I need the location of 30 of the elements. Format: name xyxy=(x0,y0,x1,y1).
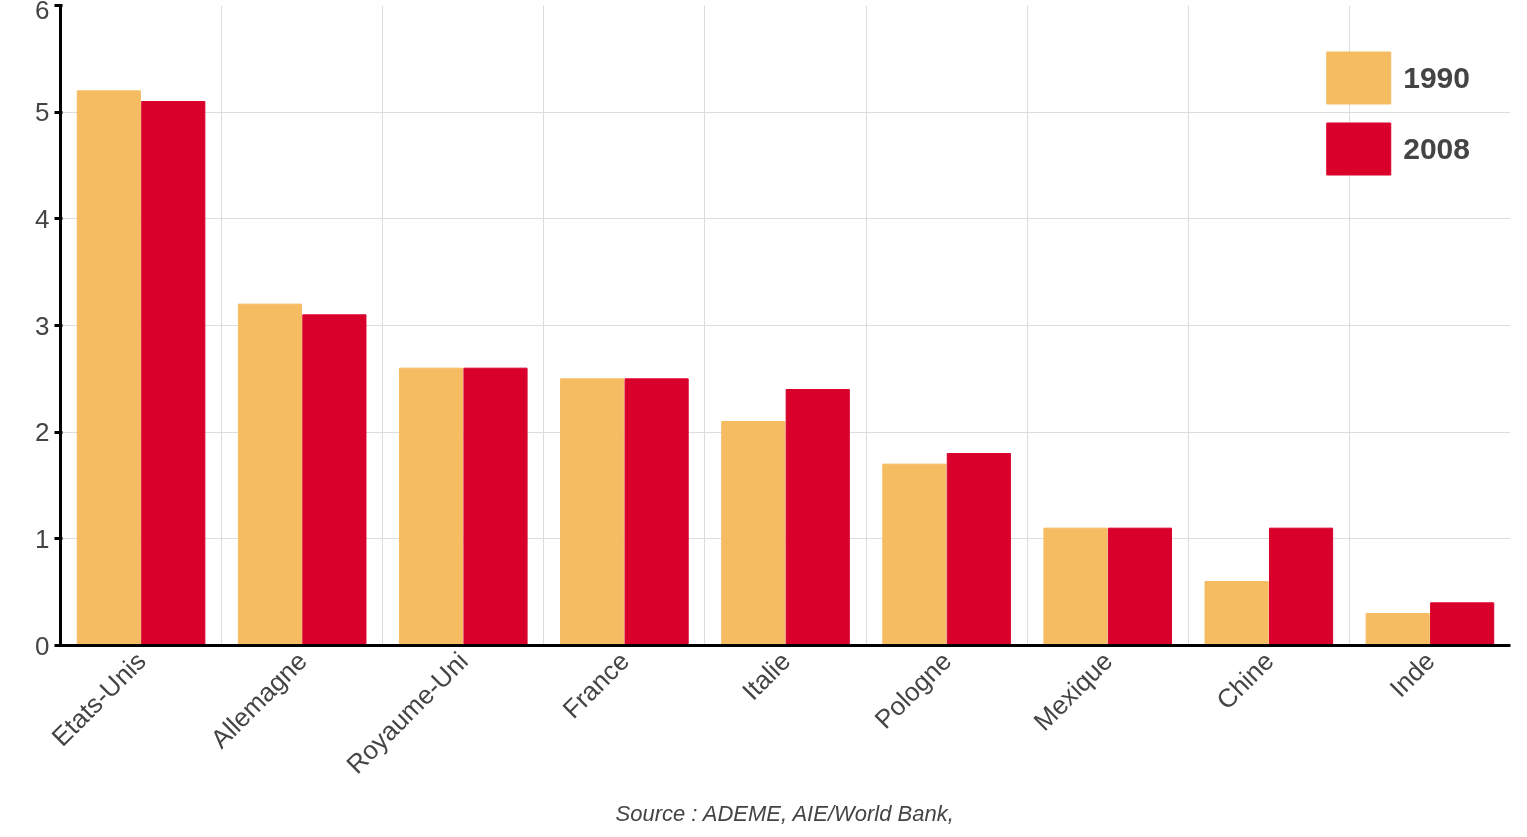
y-tick-label: 5 xyxy=(35,97,50,128)
bar xyxy=(1204,581,1269,646)
legend-label: 2008 xyxy=(1403,131,1470,166)
y-tick-label: 1 xyxy=(35,523,50,554)
bar xyxy=(785,389,850,646)
bar xyxy=(1268,527,1334,646)
y-tick-label: 2 xyxy=(35,417,50,448)
legend-label: 1990 xyxy=(1403,60,1470,95)
bar xyxy=(721,421,786,646)
bar xyxy=(398,367,464,646)
bar xyxy=(302,314,367,646)
bar xyxy=(463,367,528,646)
bar xyxy=(76,90,141,646)
x-tick-label: Italie xyxy=(736,645,797,706)
bar xyxy=(1043,527,1108,646)
bar xyxy=(946,453,1011,646)
bar xyxy=(237,303,303,646)
bar xyxy=(1430,602,1495,646)
bar xyxy=(1107,527,1173,646)
bar xyxy=(141,101,206,646)
bar xyxy=(882,463,947,646)
source-note: Source : ADEME, AIE/World Bank, xyxy=(615,800,954,826)
x-tick-label: Inde xyxy=(1383,645,1441,703)
y-tick-label: 4 xyxy=(35,203,50,234)
y-tick-label: 3 xyxy=(35,310,50,341)
bar xyxy=(1365,613,1430,646)
bar xyxy=(624,378,689,646)
y-tick-label: 0 xyxy=(35,630,50,661)
y-tick-label: 6 xyxy=(35,0,50,25)
bar xyxy=(560,378,625,646)
